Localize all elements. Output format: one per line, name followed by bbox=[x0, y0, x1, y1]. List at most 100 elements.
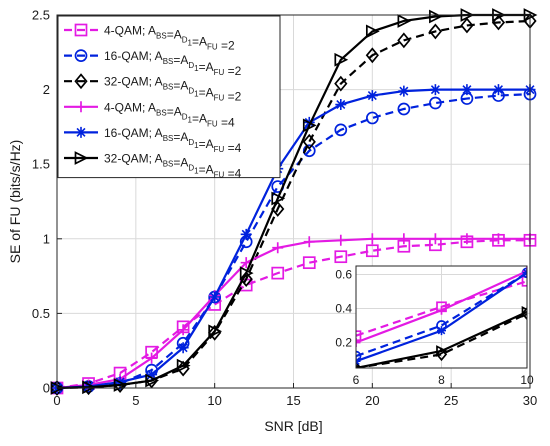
inset-x-tick-label: 10 bbox=[520, 373, 534, 387]
series-line bbox=[56, 237, 530, 390]
data-point bbox=[145, 373, 160, 388]
data-point bbox=[303, 236, 315, 248]
data-point bbox=[209, 291, 221, 303]
y-axis-label: SE of FU (bits/s/Hz) bbox=[7, 140, 23, 264]
y-tick-label: 1.5 bbox=[32, 157, 50, 172]
y-tick-label: 2.5 bbox=[32, 8, 50, 23]
data-point bbox=[239, 266, 254, 280]
data-point bbox=[177, 324, 189, 336]
inset-series-line bbox=[356, 271, 527, 358]
data-point bbox=[74, 73, 88, 90]
data-point bbox=[146, 369, 158, 381]
x-tick-label: 30 bbox=[523, 393, 537, 408]
data-point bbox=[335, 99, 347, 111]
data-point bbox=[521, 275, 527, 287]
inset: 6 8 10 0.2 0.4 0.6 bbox=[335, 265, 534, 387]
data-point bbox=[74, 49, 88, 62]
legend-label: 4-QAM; ABS=AD1=AFU =4 bbox=[104, 100, 235, 129]
y-tick-label: 2 bbox=[43, 82, 50, 97]
data-point bbox=[365, 47, 379, 64]
legend-entry: 4-QAM; ABS=AD1=AFU =4 bbox=[64, 100, 235, 129]
legend-entry: 16-QAM; ABS=AD1=AFU =4 bbox=[64, 126, 242, 155]
data-point bbox=[429, 9, 443, 24]
data-point bbox=[366, 233, 378, 245]
data-point bbox=[75, 101, 87, 113]
data-point bbox=[398, 85, 410, 97]
series-line bbox=[56, 239, 530, 390]
data-point bbox=[177, 342, 189, 354]
y-tick-label: 0.5 bbox=[32, 306, 50, 321]
data-point bbox=[240, 228, 252, 240]
data-point bbox=[334, 250, 348, 264]
data-point bbox=[492, 84, 504, 96]
series-line bbox=[56, 13, 530, 390]
legend-entry: 16-QAM; ABS=AD1=AFU =2 bbox=[64, 49, 242, 78]
inset-series-4qam-a4 bbox=[356, 266, 527, 347]
x-tick-label: 20 bbox=[365, 393, 379, 408]
inset-y-tick-label: 0.2 bbox=[335, 336, 352, 350]
series-line bbox=[56, 92, 531, 390]
data-point bbox=[356, 361, 362, 368]
inset-x-tick-label: 6 bbox=[353, 373, 360, 387]
data-point bbox=[302, 256, 316, 270]
data-point bbox=[397, 14, 412, 28]
data-point bbox=[271, 191, 286, 206]
series-32qam-a4 bbox=[50, 8, 538, 395]
data-point bbox=[521, 306, 527, 318]
data-point bbox=[302, 133, 316, 150]
x-tick-label: 0 bbox=[53, 393, 60, 408]
data-point bbox=[176, 358, 191, 373]
inset-y-tick-label: 0.4 bbox=[335, 302, 352, 316]
legend-box bbox=[57, 15, 281, 179]
x-axis-label: SNR [dB] bbox=[264, 418, 322, 434]
data-point bbox=[334, 52, 349, 67]
y-tick-label: 0 bbox=[43, 381, 50, 396]
data-point bbox=[272, 242, 284, 254]
data-point bbox=[461, 84, 473, 96]
data-point bbox=[437, 326, 446, 336]
data-point bbox=[334, 123, 348, 137]
data-point bbox=[366, 90, 378, 102]
data-point bbox=[302, 144, 316, 158]
data-point bbox=[429, 96, 442, 110]
inset-y-tick-label: 0.6 bbox=[335, 268, 352, 282]
data-point bbox=[429, 233, 441, 245]
data-point bbox=[75, 126, 87, 138]
inset-x-tick-label: 8 bbox=[438, 373, 445, 387]
data-point bbox=[82, 380, 96, 395]
data-point bbox=[461, 233, 473, 245]
data-point bbox=[356, 338, 361, 347]
data-point bbox=[428, 23, 443, 40]
data-point bbox=[365, 244, 379, 258]
data-point bbox=[74, 23, 88, 37]
data-point bbox=[398, 233, 410, 245]
data-point bbox=[146, 352, 158, 364]
data-point bbox=[492, 233, 504, 245]
legend-label: 32-QAM; ABS=AD1=AFU =4 bbox=[104, 152, 242, 181]
inset-series-32qam-a4 bbox=[356, 306, 527, 368]
data-point bbox=[334, 75, 348, 92]
data-point bbox=[397, 32, 411, 49]
x-tick-label: 15 bbox=[286, 393, 300, 408]
data-point bbox=[365, 24, 380, 39]
data-point bbox=[356, 350, 362, 362]
legend-label: 16-QAM; ABS=AD1=AFU =4 bbox=[104, 126, 242, 155]
data-point bbox=[302, 118, 317, 133]
legend-entry: 32-QAM; ABS=AD1=AFU =4 bbox=[64, 151, 242, 181]
x-tick-label: 5 bbox=[132, 393, 139, 408]
y-tick-label: 1 bbox=[43, 231, 50, 246]
legend-label: 16-QAM; ABS=AD1=AFU =2 bbox=[104, 49, 242, 78]
data-point bbox=[208, 324, 223, 339]
data-point bbox=[271, 266, 285, 280]
data-point bbox=[397, 102, 411, 116]
inset-box bbox=[355, 265, 528, 369]
data-point bbox=[429, 84, 441, 96]
x-tick-label: 25 bbox=[444, 393, 458, 408]
data-point bbox=[74, 151, 89, 165]
inset-series-line bbox=[356, 310, 527, 368]
legend-label: 4-QAM; ABS=AD1=AFU =2 bbox=[104, 24, 235, 53]
data-point bbox=[50, 380, 64, 396]
data-point bbox=[365, 111, 379, 125]
data-point bbox=[436, 345, 448, 357]
